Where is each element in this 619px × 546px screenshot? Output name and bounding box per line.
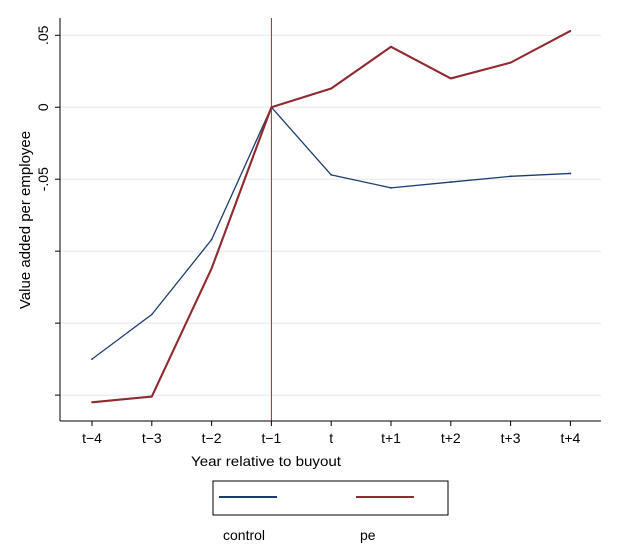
data-point-pe-1 [150,395,153,398]
series-layer [91,30,572,404]
data-point-pe-6 [449,77,452,80]
x-tick-label-0: t−4 [82,430,102,446]
x-tick-label-6: t+2 [441,430,461,446]
x-tick-label-7: t+3 [501,430,521,446]
data-point-control-0 [91,358,93,361]
data-point-pe-3 [270,106,273,109]
x-tick-label-4: t [329,430,333,446]
x-tick-label-3: t−1 [261,430,281,446]
legend-label-control: control [223,527,266,543]
legend [212,480,449,516]
gridlines [60,34,601,396]
y-tick-label-1: 0 [35,103,51,111]
data-point-control-7 [509,175,512,178]
x-axis-label: Year relative to buyout [191,453,341,469]
x-tick-label-1: t−3 [142,430,162,446]
data-point-pe-7 [509,61,512,64]
data-point-control-5 [390,186,392,189]
y-axis-label: Value added per employee [17,131,34,309]
data-point-control-1 [150,313,153,316]
x-tick-label-5: t+1 [381,430,401,446]
y-tick-label-2: -.05 [35,167,51,191]
y-tick-label-0: .05 [35,25,51,45]
data-point-control-4 [330,173,333,176]
data-point-control-6 [449,181,452,183]
x-tick-label-8: t+4 [560,430,580,446]
legend-label-pe: pe [360,527,376,543]
data-point-pe-4 [330,87,333,90]
data-point-control-8 [569,172,572,175]
data-point-control-2 [210,238,213,241]
data-point-pe-0 [91,401,93,404]
data-point-pe-2 [210,267,213,270]
axes-layer: .05 0 -.05 t−4 t−3 t−2 t−1 t t+1 t+2 t+3 t+4 [35,18,601,446]
data-point-pe-8 [569,30,572,32]
x-tick-label-2: t−2 [202,430,222,446]
data-point-pe-5 [390,45,392,48]
